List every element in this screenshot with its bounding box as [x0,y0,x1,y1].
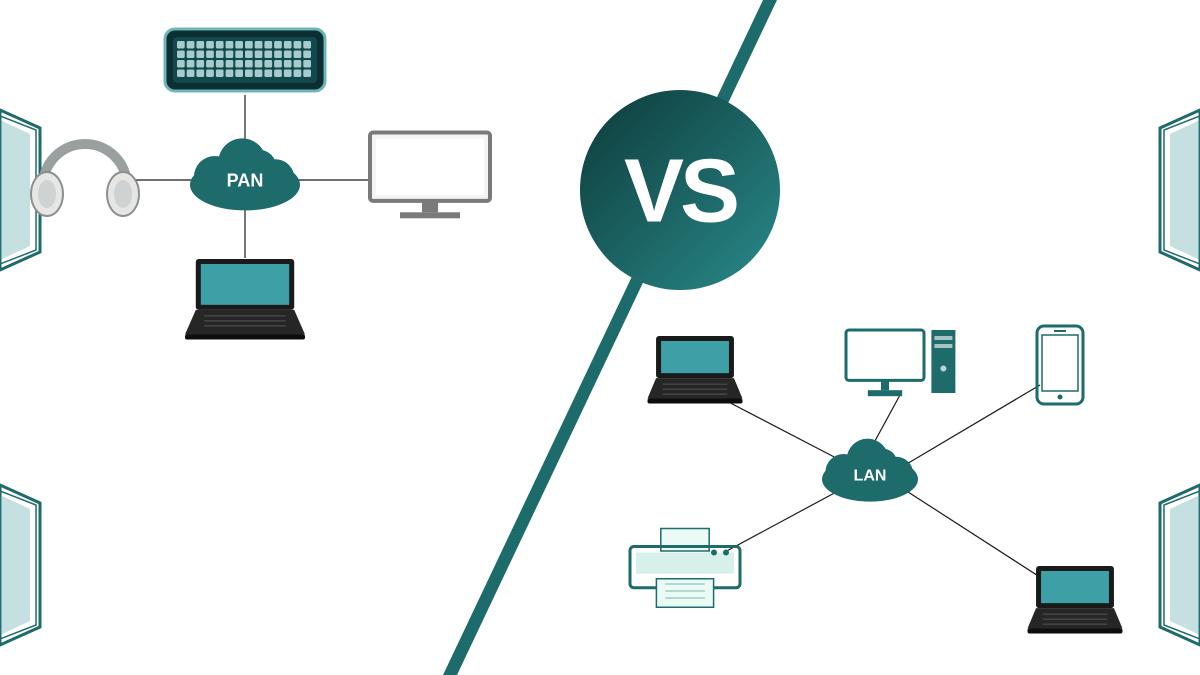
headphones-icon [31,144,139,216]
monitor-icon [370,133,490,219]
laptop-icon [648,336,743,404]
pan-hub-label: PAN [227,170,264,190]
side-ornament [0,485,40,645]
phone-icon [1037,326,1083,404]
side-ornament [1160,110,1200,270]
lan-hub: LAN [822,439,918,502]
monitor-icon [846,330,924,396]
lan-edge [710,490,840,560]
lan-edge [905,385,1040,465]
desktop-icon [931,330,955,393]
laptop-icon [1028,566,1123,634]
vs-badge: VS [580,90,780,290]
side-ornament [1160,485,1200,645]
lan-edge [715,395,840,460]
laptop-icon [185,259,305,339]
lan-hub-label: LAN [854,468,887,485]
keyboard-icon [165,29,325,91]
printer-icon [630,529,740,608]
vs-text: VS [624,142,737,242]
pan-hub: PAN [190,138,300,210]
